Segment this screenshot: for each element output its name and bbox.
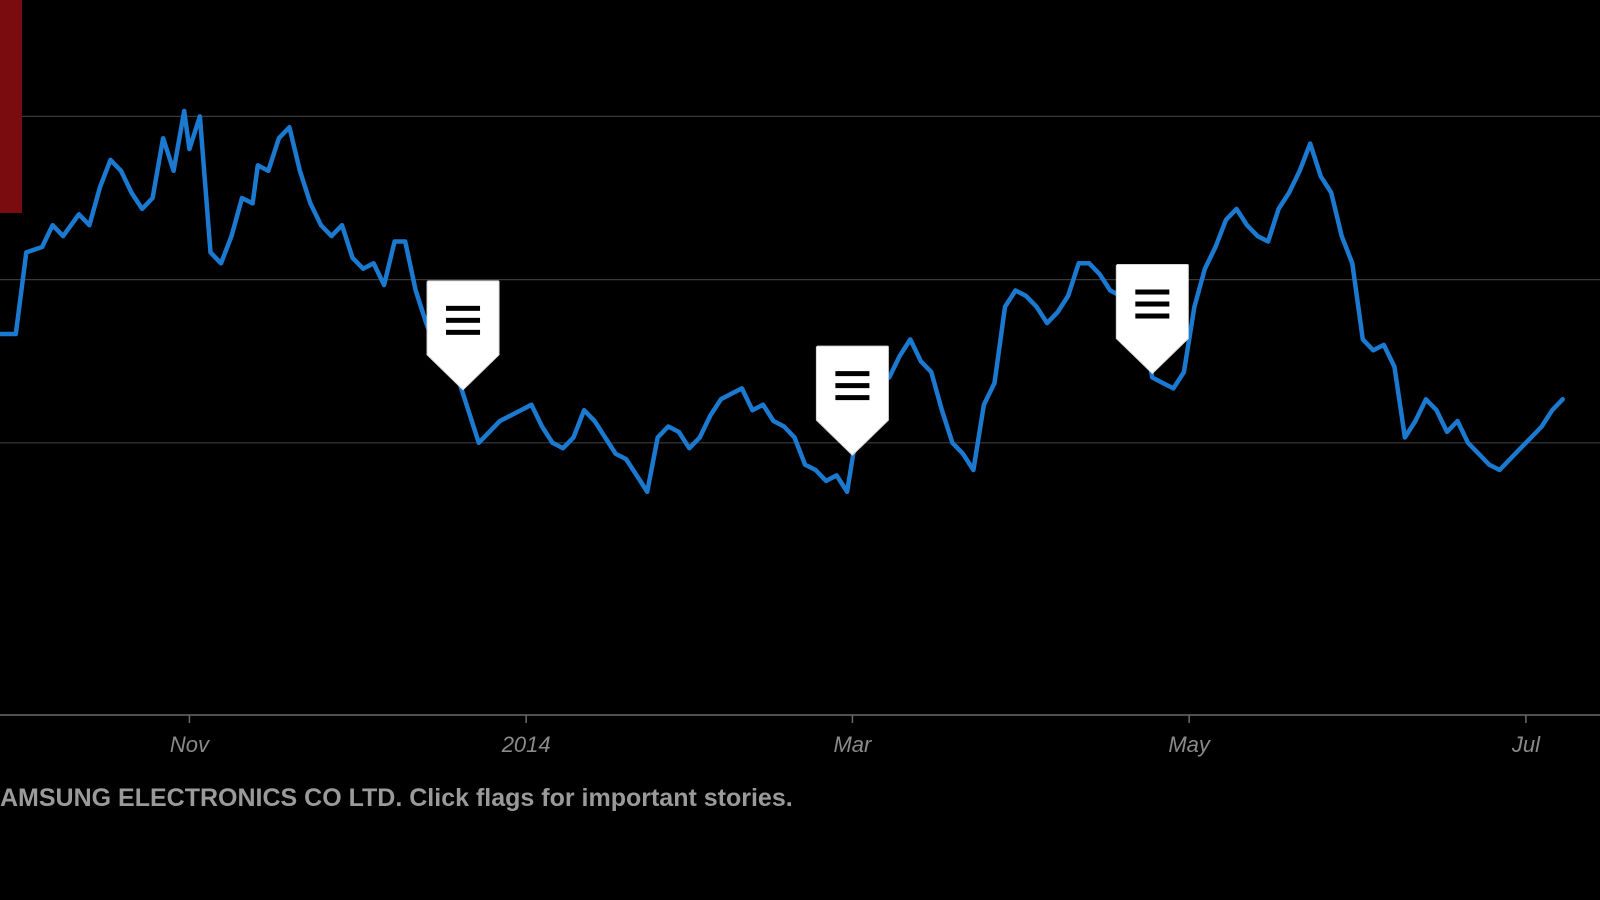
menu-icon [1135, 289, 1170, 319]
chart-caption: AMSUNG ELECTRONICS CO LTD. Click flags f… [0, 784, 793, 812]
news-flags [426, 264, 1189, 456]
event-marker-bar [0, 0, 22, 213]
menu-icon [446, 305, 481, 335]
x-tick-label: Mar [833, 732, 873, 757]
flag-shape [1115, 264, 1189, 375]
x-axis-ticks: Nov 2014 Mar May Jul [170, 715, 1541, 757]
gridlines [0, 115, 1600, 444]
x-tick-label: Jul [1511, 732, 1541, 757]
flag-shape [815, 345, 889, 456]
news-flag-3[interactable] [1115, 264, 1189, 375]
x-tick-label: 2014 [501, 732, 551, 757]
menu-icon [835, 371, 870, 401]
flag-shape [426, 280, 500, 391]
x-tick-label: May [1168, 732, 1212, 757]
news-flag-1[interactable] [426, 280, 500, 391]
price-line [0, 108, 1565, 495]
x-tick-label: Nov [170, 732, 211, 757]
stock-price-chart: Nov 2014 Mar May Jul [0, 0, 1600, 780]
news-flag-2[interactable] [815, 345, 889, 456]
chart-background [0, 0, 1600, 780]
